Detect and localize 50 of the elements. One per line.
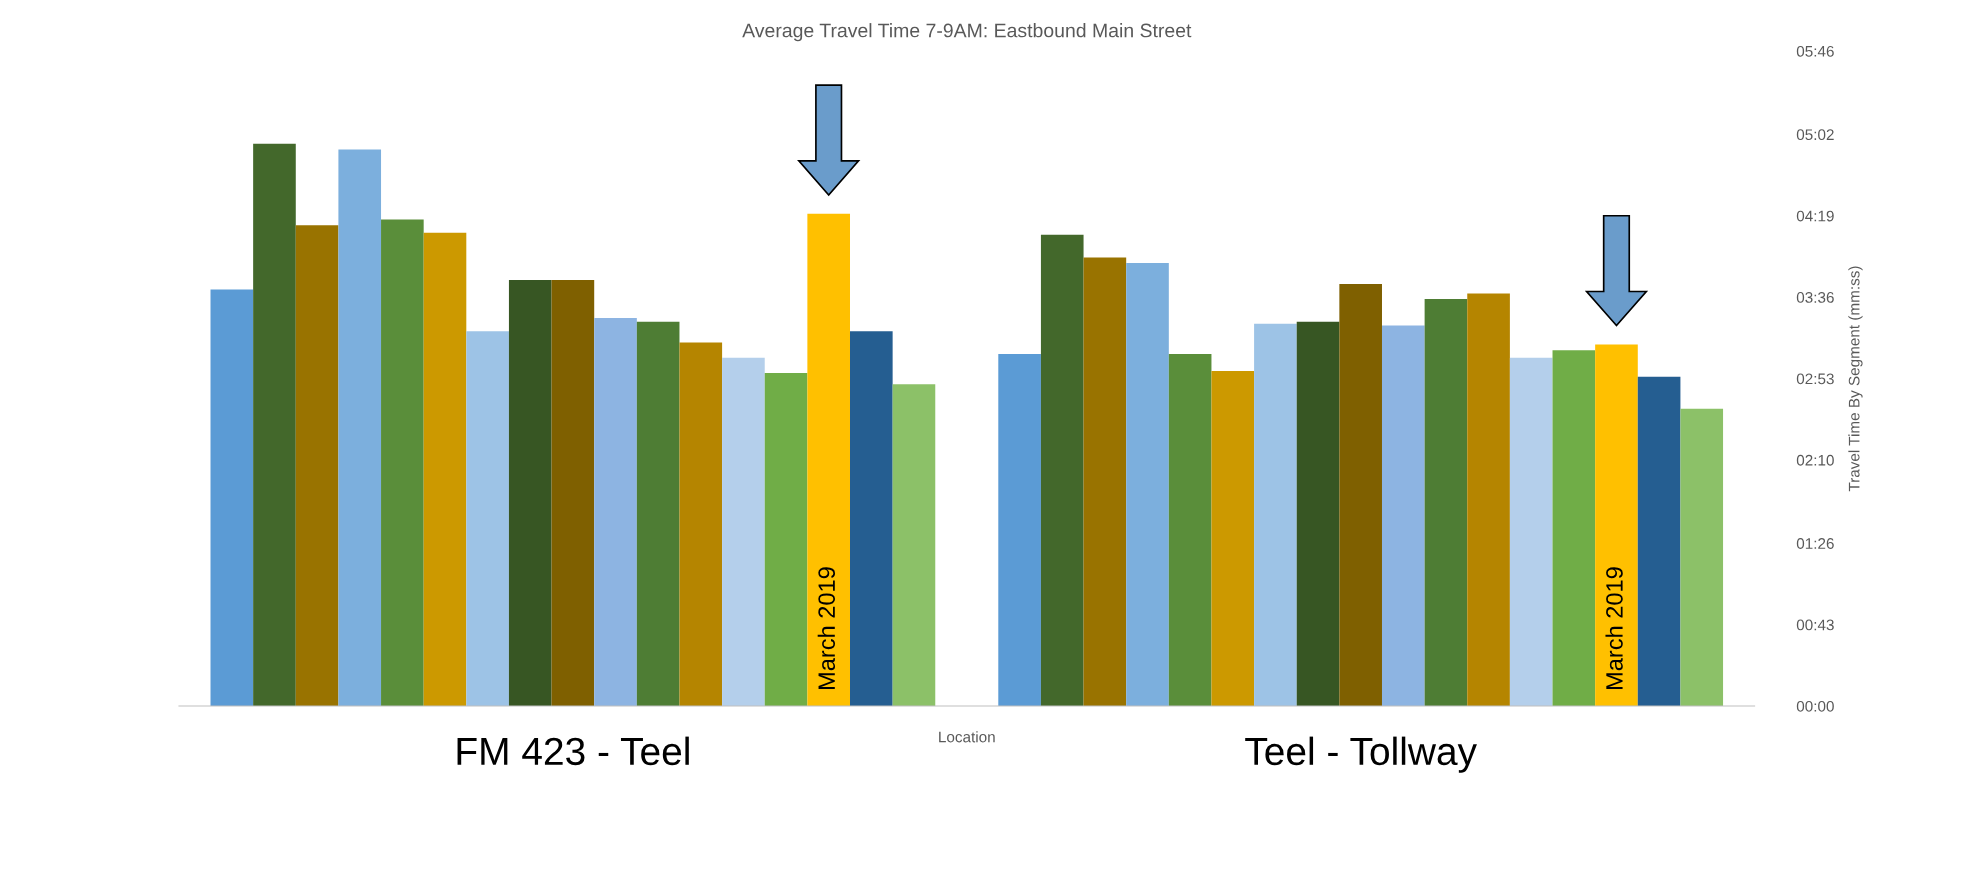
annotation: March 2019 xyxy=(817,567,836,689)
y-tick-label: 01:26 xyxy=(1796,538,1834,549)
bar xyxy=(508,280,552,707)
bar xyxy=(551,280,595,707)
bar xyxy=(679,342,723,707)
chart-title: Average Travel Time 7-9AM: Eastbound Main Street xyxy=(742,23,1192,42)
x-axis-title: Location xyxy=(939,731,995,743)
bar xyxy=(1339,283,1382,707)
bar xyxy=(1637,376,1681,707)
annotation: March 2019 xyxy=(1605,567,1623,689)
bar xyxy=(295,225,339,707)
bar xyxy=(722,357,765,707)
bar xyxy=(1595,344,1638,707)
bar xyxy=(1424,299,1468,707)
x-tick-label: FM 423 - Teel xyxy=(457,736,689,766)
bar xyxy=(1040,234,1084,707)
bar xyxy=(466,331,509,707)
bar xyxy=(892,384,936,707)
bar xyxy=(636,321,680,707)
bar xyxy=(210,289,254,707)
bar xyxy=(1254,323,1297,707)
bar xyxy=(1126,263,1169,707)
bar xyxy=(1296,321,1340,707)
bar xyxy=(1509,357,1553,707)
bar xyxy=(381,219,424,707)
y-tick-label: 00:00 xyxy=(1796,700,1834,712)
y-tick-label: 05:02 xyxy=(1796,129,1834,141)
bar xyxy=(1211,370,1255,707)
bar xyxy=(1168,353,1212,707)
y-tick-label: 04:19 xyxy=(1796,210,1834,222)
bar xyxy=(1381,325,1425,707)
bar xyxy=(850,331,893,707)
bar xyxy=(253,143,296,707)
bar xyxy=(1083,257,1127,707)
bar xyxy=(1467,293,1510,707)
y-tick-label: 03:36 xyxy=(1796,292,1834,303)
bar xyxy=(1680,408,1724,707)
bar xyxy=(1552,350,1596,707)
bar xyxy=(764,372,808,707)
y-tick-label: 05:46 xyxy=(1796,45,1834,57)
bar xyxy=(807,213,850,707)
bar xyxy=(594,317,637,707)
bar xyxy=(998,353,1041,707)
y-tick-label: 02:10 xyxy=(1796,454,1834,466)
x-tick-label: Teel - Tollway xyxy=(1245,736,1477,773)
bar xyxy=(423,232,467,707)
y-tick-label: 00:43 xyxy=(1796,619,1834,631)
y-tick-label: 02:53 xyxy=(1796,373,1834,385)
bar xyxy=(338,149,382,707)
y-axis-title: Travel Time By Segment (mm:ss) xyxy=(1848,266,1863,492)
